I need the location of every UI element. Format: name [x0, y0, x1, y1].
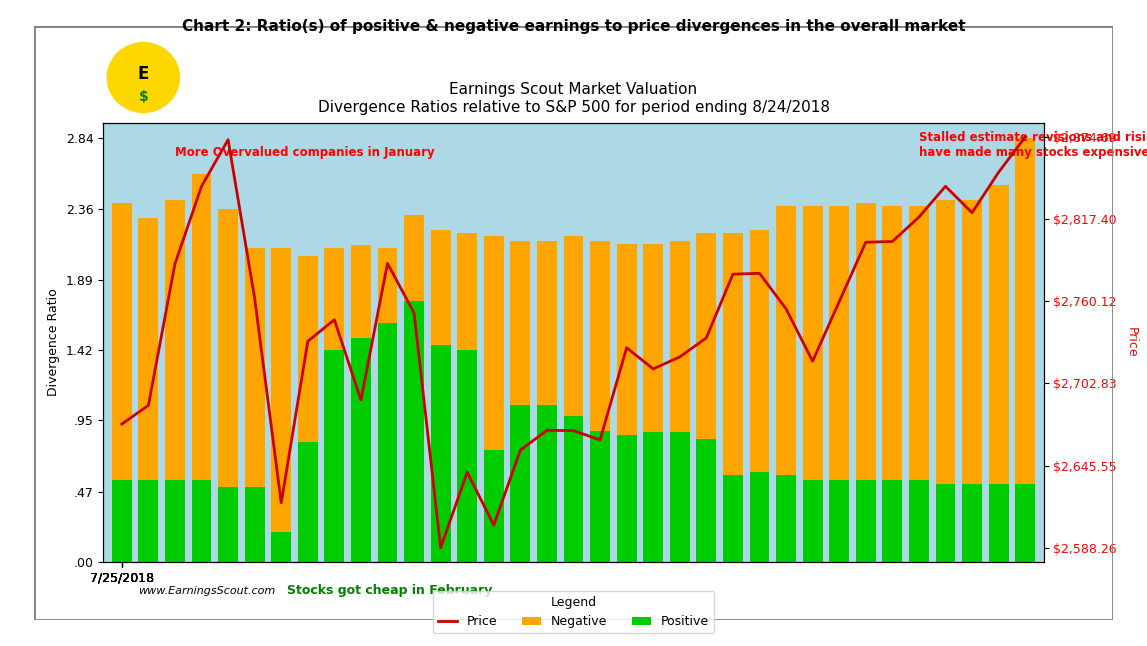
Bar [803, 480, 822, 562]
Bar [829, 207, 849, 480]
Bar [139, 218, 158, 480]
Bar [165, 480, 185, 562]
Bar [192, 480, 211, 562]
Bar [803, 207, 822, 480]
Text: E: E [138, 65, 149, 83]
Bar [484, 236, 504, 450]
Bar [856, 480, 875, 562]
Bar [936, 200, 955, 484]
Bar [590, 241, 610, 430]
Bar [643, 244, 663, 432]
Bar [458, 233, 477, 350]
Bar [510, 405, 530, 562]
Text: More Overvalued companies in January: More Overvalued companies in January [175, 145, 435, 159]
Bar [670, 432, 689, 562]
Bar [351, 245, 370, 338]
Bar [218, 487, 239, 562]
Bar [325, 248, 344, 350]
Bar [829, 480, 849, 562]
Bar [430, 346, 451, 562]
Bar [458, 350, 477, 562]
Bar [696, 233, 717, 439]
Bar [617, 435, 637, 562]
Bar [351, 338, 370, 562]
Bar [749, 231, 770, 472]
Bar [139, 480, 158, 562]
Bar [723, 233, 743, 475]
Bar [537, 405, 557, 562]
Bar [537, 241, 557, 405]
Bar [749, 472, 770, 562]
Bar [670, 241, 689, 432]
Bar [298, 256, 318, 443]
Text: Stalled estimate revisions and rising price
have made many stocks expensive agai: Stalled estimate revisions and rising pr… [919, 130, 1147, 159]
Bar [777, 475, 796, 562]
Bar [882, 207, 903, 480]
Bar [244, 487, 265, 562]
Bar [723, 475, 743, 562]
Bar [272, 248, 291, 532]
Bar [484, 450, 504, 562]
Title: Earnings Scout Market Valuation
Divergence Ratios relative to S&P 500 for period: Earnings Scout Market Valuation Divergen… [318, 82, 829, 114]
Bar [777, 207, 796, 475]
Bar [1015, 484, 1035, 562]
Bar [298, 443, 318, 562]
Bar [590, 430, 610, 562]
Bar [192, 174, 211, 480]
Text: $: $ [139, 90, 148, 104]
Bar [377, 248, 398, 323]
Bar [404, 215, 424, 300]
Bar [617, 244, 637, 435]
Bar [165, 200, 185, 480]
Bar [404, 300, 424, 562]
Circle shape [108, 43, 180, 112]
Bar [510, 241, 530, 405]
Bar [218, 209, 239, 487]
Legend: Price, Negative, Positive: Price, Negative, Positive [432, 591, 715, 633]
Text: Chart 2: Ratio(s) of positive & negative earnings to price divergences in the ov: Chart 2: Ratio(s) of positive & negative… [181, 19, 966, 34]
Bar [962, 484, 982, 562]
Bar [272, 532, 291, 562]
Bar [643, 432, 663, 562]
Y-axis label: Price: Price [1125, 327, 1138, 358]
Bar [244, 248, 265, 487]
Bar [856, 203, 875, 480]
Bar [989, 185, 1008, 484]
Bar [112, 203, 132, 480]
Bar [325, 350, 344, 562]
Bar [563, 415, 584, 562]
Bar [989, 484, 1008, 562]
Bar [430, 231, 451, 346]
Bar [962, 200, 982, 484]
Bar [908, 480, 929, 562]
Bar [936, 484, 955, 562]
Bar [882, 480, 903, 562]
Text: www.EarningsScout.com: www.EarningsScout.com [138, 587, 275, 596]
Y-axis label: Divergence Ratio: Divergence Ratio [47, 289, 60, 396]
Bar [1015, 138, 1035, 484]
Bar [377, 323, 398, 562]
Text: Stocks got cheap in February: Stocks got cheap in February [287, 585, 492, 598]
Bar [696, 439, 717, 562]
Bar [908, 207, 929, 480]
Bar [112, 480, 132, 562]
Bar [563, 236, 584, 415]
